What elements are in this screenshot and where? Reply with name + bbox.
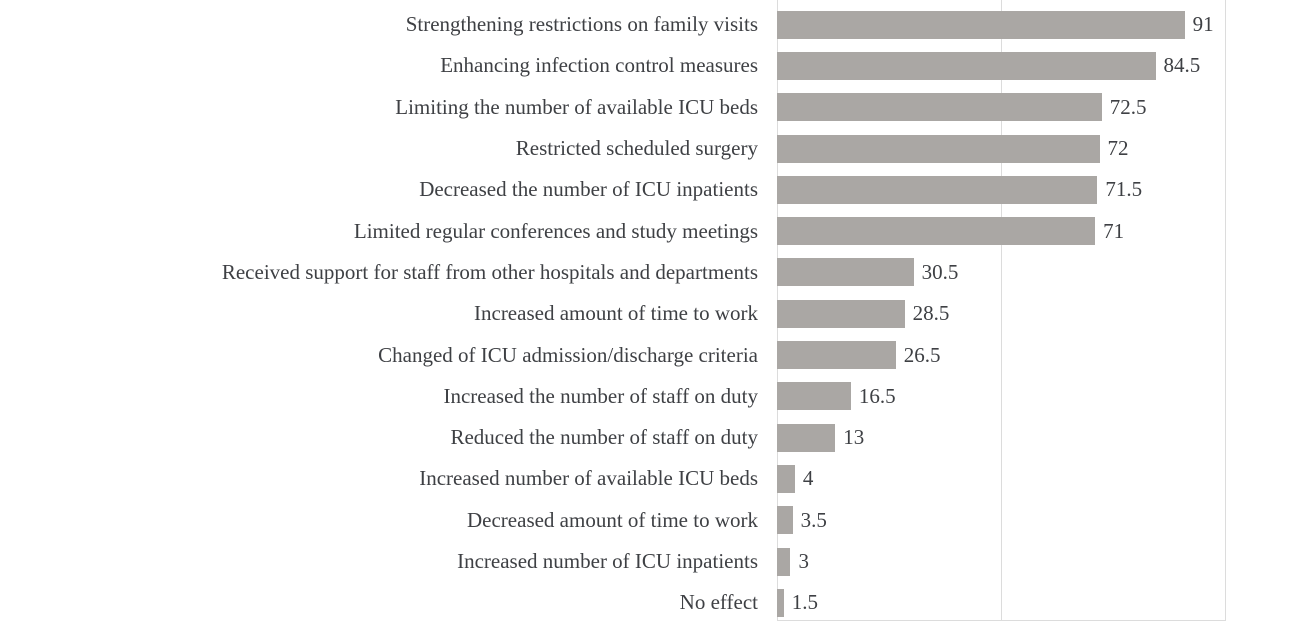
category-label: Limiting the number of available ICU bed…	[395, 94, 758, 119]
value-label: 3	[798, 549, 809, 573]
chart-row: Limited regular conferences and study me…	[0, 210, 1300, 251]
category-label: Decreased the number of ICU inpatients	[419, 177, 758, 202]
bar	[777, 341, 896, 370]
value-label: 3.5	[800, 507, 827, 532]
category-label: Limited regular conferences and study me…	[353, 218, 758, 243]
category-label: Increased amount of time to work	[474, 301, 758, 326]
category-label: No effect	[679, 590, 758, 615]
value-label: 1.5	[791, 590, 818, 615]
bar	[777, 10, 1185, 39]
category-label: Enhancing infection control measures	[440, 53, 758, 78]
value-label: 26.5	[903, 342, 941, 367]
chart-row: Limiting the number of available ICU bed…	[0, 87, 1300, 128]
chart-row: Increased the number of staff on duty 16…	[0, 376, 1300, 417]
bar	[777, 464, 795, 493]
chart-row: Increased number of ICU inpatients 3	[0, 541, 1300, 582]
value-label: 28.5	[912, 301, 950, 326]
bar-rows: Strengthening restrictions on family vis…	[0, 4, 1300, 623]
x-axis-line	[777, 620, 1226, 621]
category-label: Increased the number of staff on duty	[443, 383, 758, 408]
chart-row: Decreased amount of time to work 3.5	[0, 500, 1300, 541]
value-label: 91	[1192, 12, 1214, 37]
bar	[777, 217, 1096, 246]
bar	[777, 588, 784, 617]
bar	[777, 506, 793, 535]
value-label: 13	[843, 425, 865, 450]
bar	[777, 547, 791, 576]
gridline-50	[1001, 0, 1002, 620]
category-label: Restricted scheduled surgery	[515, 136, 758, 161]
category-label: Decreased amount of time to work	[467, 507, 758, 532]
category-label: Increased number of available ICU beds	[419, 466, 758, 491]
bar	[777, 93, 1102, 122]
chart-row: No effect 1.5	[0, 582, 1300, 623]
bar	[777, 134, 1100, 163]
bar	[777, 51, 1156, 80]
chart-row: Increased amount of time to work 28.5	[0, 293, 1300, 334]
value-label: 72.5	[1109, 94, 1147, 119]
value-label: 30.5	[921, 259, 959, 284]
category-label: Received support for staff from other ho…	[221, 259, 758, 284]
bar	[777, 299, 905, 328]
chart-row: Received support for staff from other ho…	[0, 252, 1300, 293]
gridline-100	[1225, 0, 1226, 620]
value-label: 71	[1103, 218, 1125, 243]
chart-row: Changed of ICU admission/discharge crite…	[0, 334, 1300, 375]
value-label: 72	[1107, 136, 1129, 161]
chart-row: Decreased the number of ICU inpatients 7…	[0, 169, 1300, 210]
chart-row: Reduced the number of staff on duty 13	[0, 417, 1300, 458]
chart-row: Restricted scheduled surgery 72	[0, 128, 1300, 169]
category-label: Changed of ICU admission/discharge crite…	[378, 342, 758, 367]
category-label: Reduced the number of staff on duty	[450, 425, 758, 450]
chart-row: Strengthening restrictions on family vis…	[0, 4, 1300, 45]
value-label: 4	[802, 466, 814, 491]
bar	[777, 382, 851, 411]
chart-row: Enhancing infection control measures 84.…	[0, 45, 1300, 86]
value-label: 84.5	[1163, 53, 1201, 78]
category-label: Increased number of ICU inpatients	[457, 549, 758, 573]
value-label: 71.5	[1105, 177, 1143, 202]
chart-row: Increased number of available ICU beds 4	[0, 458, 1300, 499]
category-label: Strengthening restrictions on family vis…	[405, 12, 758, 37]
bar	[777, 258, 914, 287]
value-label: 16.5	[858, 383, 896, 408]
bar	[777, 423, 836, 452]
bar	[777, 175, 1098, 204]
